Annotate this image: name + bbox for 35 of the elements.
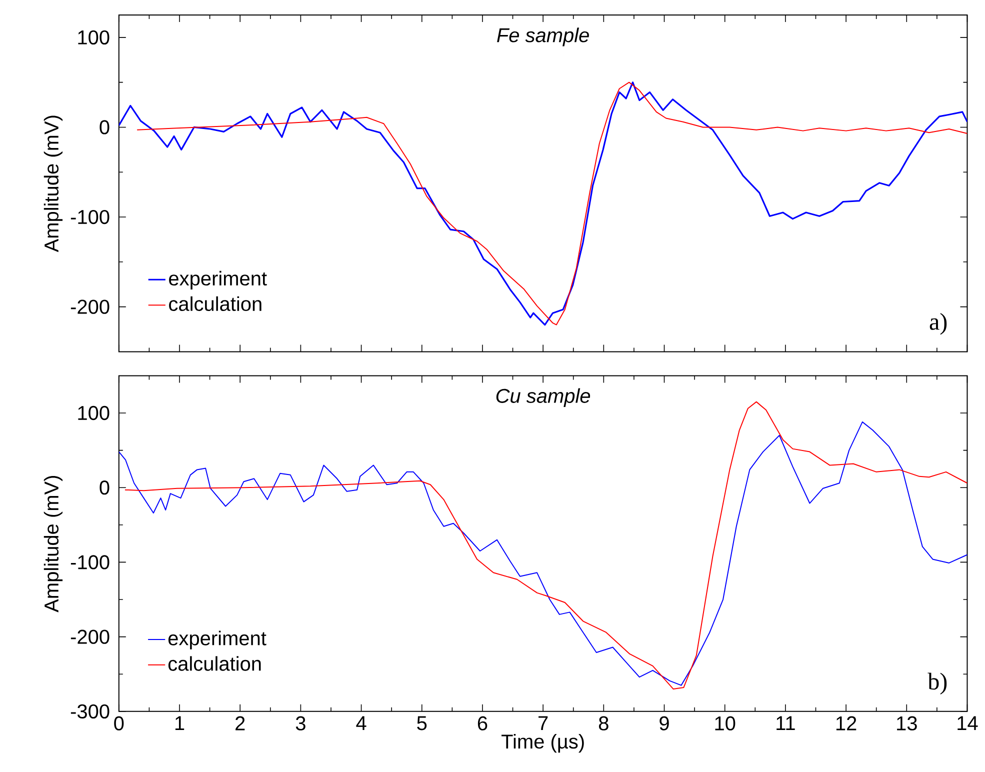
annotation: a) <box>930 312 947 335</box>
y-tick-label: 100 <box>78 30 110 44</box>
annotation: b) <box>928 672 947 694</box>
text: Fe sample <box>497 27 589 46</box>
y-tick-label: 0 <box>100 120 110 134</box>
x-tick-label: 3 <box>296 716 306 730</box>
legend-label: experiment <box>168 630 266 650</box>
y-tick-label: 0 <box>100 480 110 494</box>
y-tick-label: -200 <box>70 630 110 644</box>
x-tick-label: 0 <box>114 716 124 730</box>
x-tick-label: 9 <box>660 716 669 730</box>
x-tick-label: 10 <box>715 716 736 730</box>
y-tick-label: -300 <box>70 704 110 718</box>
x-tick-label: 13 <box>897 716 917 730</box>
x-tick-label: 2 <box>236 716 245 730</box>
x-tick-label: 8 <box>598 716 608 730</box>
x-tick-label: 1 <box>175 716 184 730</box>
x-tick-label: 5 <box>417 716 427 730</box>
x-tick-label: 6 <box>478 716 488 730</box>
legend-label: calculation <box>168 656 261 671</box>
y-axis-title: Amplitude (mV) <box>44 116 63 252</box>
x-tick-label: 11 <box>776 716 795 730</box>
x-axis-title: Time (µs) <box>502 734 584 752</box>
text: Cu sample <box>496 388 590 407</box>
x-tick-label: 12 <box>836 716 856 730</box>
x-tick-label: 7 <box>538 716 548 730</box>
y-tick-label: -100 <box>70 210 110 224</box>
y-tick-label: -200 <box>70 300 110 314</box>
x-tick-label: 4 <box>356 716 366 730</box>
y-tick-label: 100 <box>78 406 110 420</box>
legend-label: experiment <box>169 270 267 290</box>
y-axis-title: Amplitude (mV) <box>44 476 63 612</box>
x-tick-label: 14 <box>958 716 978 730</box>
y-tick-label: -100 <box>70 554 110 570</box>
legend-label: calculation <box>169 296 262 311</box>
